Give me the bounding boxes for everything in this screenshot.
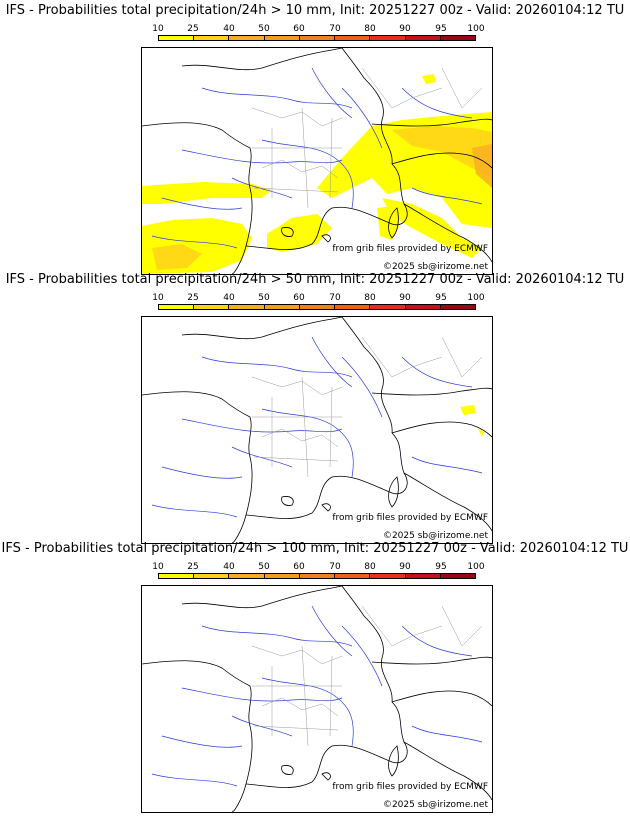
map-svg <box>142 586 492 812</box>
panel-title: IFS - Probabilities total precipitation/… <box>5 3 625 18</box>
colorbar-swatch <box>335 36 371 40</box>
colorbar-tick: 10 <box>152 24 164 34</box>
colorbar-tick: 100 <box>467 562 485 572</box>
colorbar-swatch <box>440 305 475 309</box>
colorbar-swatch <box>299 305 336 309</box>
colorbar-tick: 70 <box>329 562 341 572</box>
colorbar-swatch <box>370 36 406 40</box>
precipitation-map: from grib files provided by ECMWF ©2025 … <box>141 585 493 813</box>
country-borders <box>142 586 492 812</box>
colorbar-swatch <box>405 574 441 578</box>
colorbar-tick: 40 <box>223 24 235 34</box>
regional-boundaries <box>251 605 483 747</box>
colorbar-swatch <box>335 305 371 309</box>
colorbar-swatch <box>440 574 475 578</box>
colorbar-tick: 90 <box>399 24 411 34</box>
colorbar-tick: 90 <box>399 293 411 303</box>
colorbar-swatch <box>405 36 441 40</box>
colorbar-swatch <box>159 574 195 578</box>
colorbar-swatch <box>335 574 371 578</box>
probability-colorbar: 10 25 40 50 60 70 80 90 95 100 <box>152 293 485 310</box>
colorbar-tick: 90 <box>399 562 411 572</box>
colorbar-swatch <box>299 574 336 578</box>
colorbar-tick: 50 <box>258 562 270 572</box>
colorbar-tick: 95 <box>435 293 447 303</box>
colorbar-tick: 95 <box>435 562 447 572</box>
colorbar-swatches <box>158 573 476 579</box>
colorbar-swatch <box>159 305 195 309</box>
colorbar-swatch <box>194 36 230 40</box>
colorbar-swatch <box>229 574 265 578</box>
colorbar-swatch <box>405 305 441 309</box>
credit-source: from grib files provided by ECMWF <box>332 244 488 254</box>
colorbar-swatch <box>370 305 406 309</box>
colorbar-tick: 60 <box>293 24 305 34</box>
colorbar-swatch <box>229 305 265 309</box>
map-svg <box>142 48 492 274</box>
credit-copyright: ©2025 sb@irizome.net <box>382 800 488 810</box>
colorbar-tick: 70 <box>329 24 341 34</box>
colorbar-tick: 70 <box>329 293 341 303</box>
colorbar-swatch <box>264 574 300 578</box>
precipitation-map: from grib files provided by ECMWF ©2025 … <box>141 47 493 275</box>
colorbar-tick: 100 <box>467 24 485 34</box>
colorbar-tick: 25 <box>187 24 199 34</box>
map-panel-10mm: IFS - Probabilities total precipitation/… <box>0 0 630 276</box>
country-borders <box>142 317 492 543</box>
colorbar-swatch <box>194 574 230 578</box>
colorbar-swatch <box>370 574 406 578</box>
probability-colorbar: 10 25 40 50 60 70 80 90 95 100 <box>152 24 485 41</box>
colorbar-tick: 40 <box>223 293 235 303</box>
colorbar-tick: 50 <box>258 24 270 34</box>
colorbar-swatch <box>194 305 230 309</box>
colorbar-tick: 25 <box>187 562 199 572</box>
credit-source: from grib files provided by ECMWF <box>332 782 488 792</box>
colorbar-tick: 100 <box>467 293 485 303</box>
rivers <box>151 67 483 249</box>
regional-boundaries <box>251 336 483 478</box>
credit-copyright: ©2025 sb@irizome.net <box>382 531 488 541</box>
precip-areas <box>460 405 484 437</box>
colorbar-swatch <box>440 36 475 40</box>
colorbar-tick: 25 <box>187 293 199 303</box>
colorbar-tick: 80 <box>364 24 376 34</box>
colorbar-swatch <box>229 36 265 40</box>
panel-title: IFS - Probabilities total precipitation/… <box>1 541 629 556</box>
colorbar-tick: 10 <box>152 293 164 303</box>
colorbar-swatch <box>264 305 300 309</box>
rivers <box>151 336 483 518</box>
colorbar-tick: 50 <box>258 293 270 303</box>
precipitation-map: from grib files provided by ECMWF ©2025 … <box>141 316 493 544</box>
credit-copyright: ©2025 sb@irizome.net <box>382 262 488 272</box>
colorbar-tick: 40 <box>223 562 235 572</box>
map-panel-50mm: IFS - Probabilities total precipitation/… <box>0 269 630 545</box>
map-svg <box>142 317 492 543</box>
regional-boundaries <box>251 67 483 209</box>
colorbar-tick: 80 <box>364 562 376 572</box>
colorbar-swatch <box>159 36 195 40</box>
map-panel-100mm: IFS - Probabilities total precipitation/… <box>0 538 630 814</box>
rivers <box>151 605 483 787</box>
country-borders <box>142 48 492 274</box>
colorbar-tick: 60 <box>293 562 305 572</box>
colorbar-swatch <box>264 36 300 40</box>
credit-source: from grib files provided by ECMWF <box>332 513 488 523</box>
colorbar-swatches <box>158 304 476 310</box>
panel-title: IFS - Probabilities total precipitation/… <box>5 272 625 287</box>
colorbar-tick: 95 <box>435 24 447 34</box>
colorbar-swatches <box>158 35 476 41</box>
colorbar-tick: 80 <box>364 293 376 303</box>
colorbar-tick: 10 <box>152 562 164 572</box>
colorbar-swatch <box>299 36 336 40</box>
colorbar-tick: 60 <box>293 293 305 303</box>
probability-colorbar: 10 25 40 50 60 70 80 90 95 100 <box>152 562 485 579</box>
